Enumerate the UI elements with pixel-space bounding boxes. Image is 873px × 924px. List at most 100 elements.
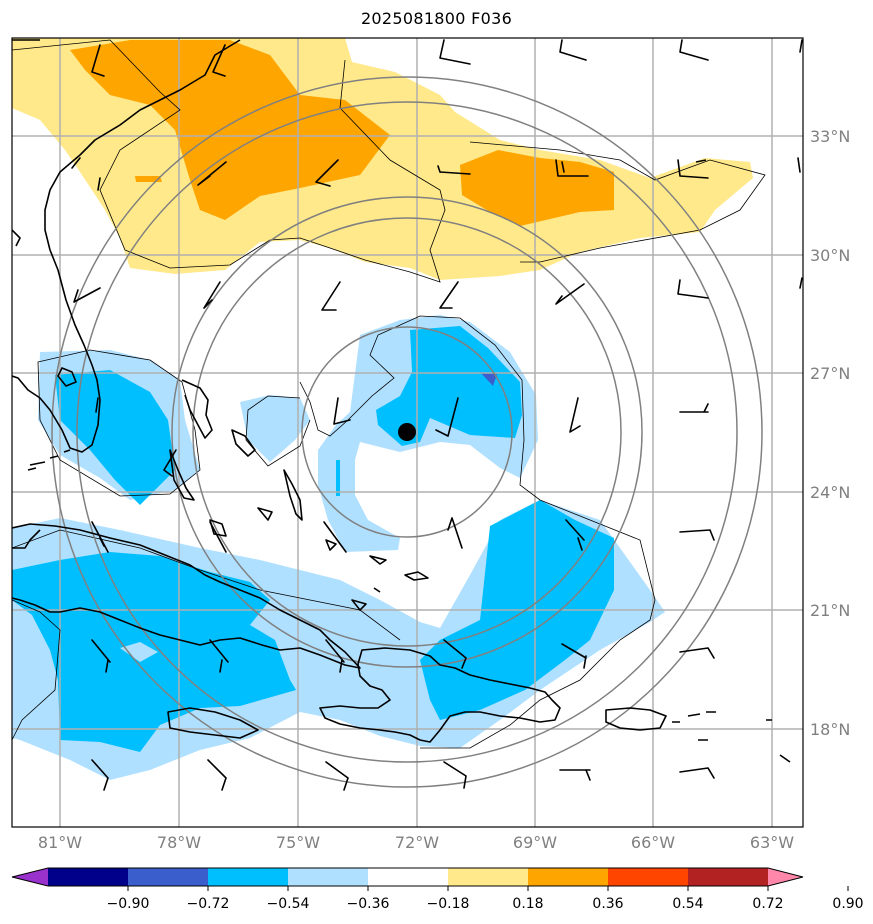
- wind-barb: [679, 529, 715, 541]
- wind-barb: [95, 397, 99, 413]
- wind-barb: [799, 277, 803, 289]
- colorbar-tick-label: −0.90: [107, 896, 150, 912]
- wind-barb: [679, 647, 715, 659]
- wind-barb: [439, 281, 459, 309]
- wind-barb: [565, 519, 585, 551]
- colorbar-segment: [288, 868, 369, 886]
- wind-barb: [212, 44, 226, 77]
- colorbar-ticks: −0.90 −0.72 −0.54 −0.36 −0.18 0.18 0.36 0.54 0.7…: [107, 886, 864, 912]
- storm-center-marker: [398, 423, 416, 441]
- wind-barb: [559, 39, 587, 61]
- wind-barb: [323, 521, 347, 553]
- colorbar-tick-label: 0.18: [512, 896, 543, 912]
- wind-barb: [677, 159, 709, 179]
- colorbar-segment: [128, 868, 209, 886]
- coastlines: [12, 39, 791, 763]
- colorbar-segment: [48, 868, 129, 886]
- range-ring: [171, 196, 643, 668]
- lat-tick-label: 21°N: [810, 601, 850, 620]
- range-ring: [51, 76, 763, 788]
- wind-barb: [321, 281, 341, 311]
- lat-tick-label: 18°N: [810, 720, 850, 739]
- wind-barb: [797, 157, 801, 173]
- colorbar-segment: [448, 868, 529, 886]
- colorbar-segment: [688, 868, 769, 886]
- wind-barb: [677, 279, 709, 299]
- wind-barb: [679, 403, 709, 413]
- wind-barb: [209, 521, 227, 553]
- lon-tick-label: 78°W: [157, 833, 201, 852]
- wind-barb: [325, 639, 345, 673]
- colorbar-tick-label: −0.54: [267, 896, 310, 912]
- plot-frame: [11, 37, 804, 828]
- colorbar: −0.90 −0.72 −0.54 −0.36 −0.18 0.18 0.36 0.54 0.7…: [11, 867, 864, 912]
- range-ring: [301, 326, 513, 538]
- lon-tick-label: 75°W: [276, 833, 320, 852]
- colorbar-tick-label: −0.72: [187, 896, 230, 912]
- colorbar-tick-label: 0.90: [832, 896, 863, 912]
- longitude-tick-labels: 81°W 78°W 75°W 72°W 69°W 66°W 63°W: [38, 833, 794, 852]
- wind-barb: [679, 39, 709, 61]
- map-plot-area: [12, 38, 803, 827]
- wind-barb: [91, 44, 105, 77]
- colorbar-extend-max: [768, 868, 803, 886]
- latitude-tick-labels: 33°N 30°N 27°N 24°N 21°N 18°N: [810, 127, 850, 739]
- wind-barb: [91, 639, 111, 673]
- wind-barb: [333, 397, 351, 425]
- colorbar-tick-label: −0.18: [427, 896, 470, 912]
- wind-barb: [555, 283, 585, 305]
- graticule: [12, 38, 803, 827]
- wind-barb: [443, 639, 467, 669]
- colorbar-segments: [12, 868, 803, 886]
- colorbar-tick-label: −0.36: [347, 896, 390, 912]
- lon-tick-label: 66°W: [631, 833, 675, 852]
- colorbar-segment: [528, 868, 609, 886]
- range-rings: [51, 76, 763, 788]
- wind-barb: [559, 769, 591, 781]
- colorbar-segment: [608, 868, 689, 886]
- lat-tick-label: 33°N: [810, 127, 850, 146]
- colorbar-outline: [11, 867, 804, 887]
- wind-barb: [91, 521, 109, 553]
- wind-barb: [447, 517, 463, 549]
- wind-barbs: [71, 39, 803, 791]
- wind-barb: [569, 397, 581, 433]
- wind-barb: [207, 759, 227, 791]
- range-ring: [192, 217, 622, 647]
- colorbar-extend-min: [12, 868, 48, 886]
- lat-tick-label: 30°N: [810, 246, 850, 265]
- colorbar-segment: [368, 868, 449, 886]
- wind-barb: [163, 449, 177, 477]
- lat-tick-label: 24°N: [810, 483, 850, 502]
- wind-barb: [197, 161, 227, 186]
- wind-barb: [325, 761, 349, 791]
- wind-barb: [561, 643, 587, 669]
- wind-barb: [555, 159, 589, 177]
- wind-barb: [443, 761, 467, 789]
- positive-anomaly-shading: [12, 38, 753, 280]
- plot-title: 2025081800 F036: [360, 9, 513, 28]
- colorbar-tick-label: 0.72: [752, 896, 783, 912]
- range-ring: [76, 101, 738, 763]
- wind-barb: [439, 39, 471, 65]
- colorbar-segment: [208, 868, 289, 886]
- lon-tick-label: 69°W: [513, 833, 557, 852]
- anomaly-contour-lines: [12, 39, 766, 749]
- lon-tick-label: 81°W: [38, 833, 82, 852]
- wind-barb: [91, 759, 109, 791]
- wind-barb: [315, 159, 339, 187]
- wind-barb: [435, 397, 459, 437]
- wind-barb: [679, 767, 715, 779]
- colorbar-tick-label: 0.36: [592, 896, 623, 912]
- wind-barb: [203, 281, 221, 309]
- lon-tick-label: 63°W: [750, 833, 794, 852]
- colorbar-tick-label: 0.54: [672, 896, 703, 912]
- wind-barb: [799, 39, 803, 53]
- lon-tick-label: 72°W: [395, 833, 439, 852]
- lat-tick-label: 27°N: [810, 364, 850, 383]
- wind-barb: [73, 287, 101, 303]
- wind-barb: [209, 639, 229, 673]
- wind-barb: [437, 165, 471, 175]
- wind-barb: [71, 157, 101, 191]
